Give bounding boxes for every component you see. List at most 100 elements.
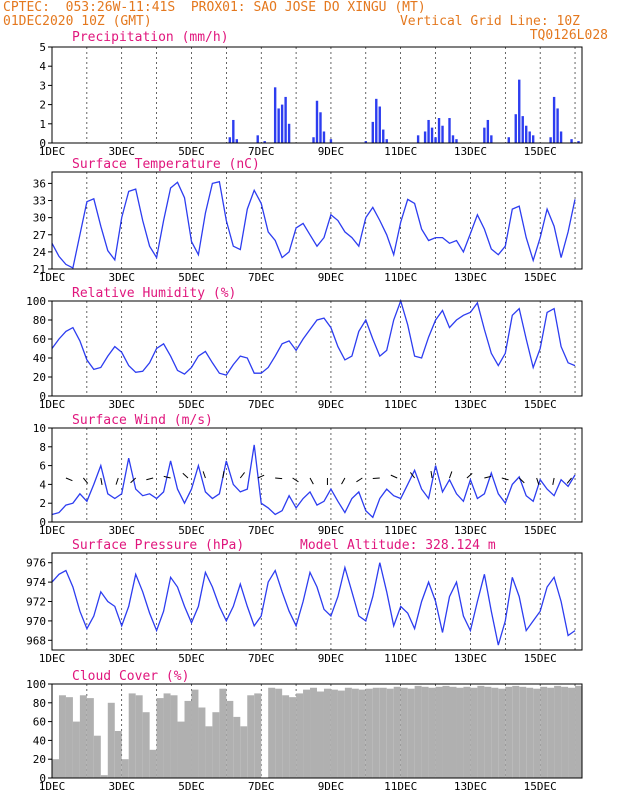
precip-bar [375, 98, 378, 143]
x-tick-label: 3DEC [108, 398, 135, 411]
precip-bar [528, 131, 531, 143]
x-tick-label: 7DEC [248, 271, 275, 284]
x-tick-label: 15DEC [524, 524, 557, 537]
precip-bar [382, 129, 385, 143]
y-tick-label: 33 [33, 195, 46, 208]
series-line-temp [51, 180, 576, 269]
wind-arrow [341, 477, 346, 485]
y-tick-label: 974 [26, 576, 46, 589]
panel-precip [48, 46, 583, 144]
precip-bar [552, 96, 556, 143]
x-tick-label: 3DEC [108, 524, 135, 537]
precip-bar [284, 96, 287, 143]
wind-arrow [100, 477, 103, 485]
precip-bar [329, 139, 333, 143]
precip-bar [556, 108, 559, 143]
x-tick-label: 11DEC [384, 398, 417, 411]
cloud-bar [561, 686, 569, 778]
cloud-bar [533, 688, 541, 778]
y-tick-label: 40 [33, 734, 46, 747]
wind-arrow [430, 471, 433, 479]
cloud-bar [289, 697, 297, 778]
cloud-bar [296, 693, 304, 778]
cloud-bar [421, 686, 429, 778]
cloud-bar [470, 687, 478, 778]
precip-bar [423, 131, 427, 143]
x-tick-label: 3DEC [108, 652, 135, 665]
cloud-bar [337, 690, 345, 778]
precip-bar [256, 135, 259, 143]
x-tick-label: 1DEC [39, 780, 66, 793]
precip-bar [263, 141, 266, 143]
precip-bar [430, 127, 434, 143]
wind-arrow [146, 477, 154, 481]
y-tick-label: 21 [33, 263, 46, 276]
precip-bar [277, 108, 280, 143]
panel-title: Precipitation (mm/h) [72, 30, 229, 45]
wind-arrow [292, 477, 299, 483]
cloud-bar [198, 707, 206, 778]
panel-title: Surface Temperature (nC) [72, 157, 260, 172]
precip-bar [441, 125, 444, 143]
cloud-bar [512, 685, 520, 778]
cloud-bar [226, 700, 234, 778]
y-tick-label: 20 [33, 371, 46, 384]
y-tick-label: 4 [39, 478, 46, 491]
y-tick-label: 100 [26, 678, 46, 691]
cloud-bar [310, 687, 317, 778]
y-tick-label: 60 [33, 716, 46, 729]
x-tick-label: 7DEC [248, 780, 275, 793]
precip-bar [525, 125, 528, 143]
precip-bar [280, 104, 284, 143]
precip-bar [312, 137, 315, 143]
series-line-wind [51, 444, 576, 519]
precip-bar [448, 118, 451, 143]
y-tick-label: 6 [39, 460, 46, 473]
cloud-bar [205, 726, 213, 778]
cloud-bar [268, 687, 276, 778]
y-tick-label: 30 [33, 212, 46, 225]
wind-arrow [275, 477, 283, 480]
cloud-bar [317, 691, 324, 778]
cloud-bar [519, 686, 527, 778]
precip-bar [549, 137, 552, 143]
cloud-bar [128, 693, 136, 778]
x-tick-label: 9DEC [318, 780, 345, 793]
cloud-bar [386, 688, 394, 778]
cloud-bar [484, 686, 492, 778]
y-tick-label: 20 [33, 753, 46, 766]
y-tick-label: 2 [39, 99, 46, 112]
x-tick-label: 1DEC [39, 145, 66, 158]
cloud-bar [414, 685, 422, 778]
cloud-bar [121, 759, 129, 778]
panel-title: Surface Pressure (hPa) [72, 538, 244, 553]
precip-bar [235, 139, 239, 143]
x-tick-label: 5DEC [178, 145, 205, 158]
panel-frame [51, 300, 583, 397]
precip-bar [437, 118, 441, 143]
cloud-bar [498, 688, 506, 778]
y-tick-label: 60 [33, 333, 46, 346]
x-tick-label: 13DEC [454, 398, 487, 411]
panel-frame [51, 171, 583, 270]
cloud-bar [254, 693, 262, 778]
x-tick-label: 5DEC [178, 780, 205, 793]
series-line-pres [51, 562, 576, 646]
cloud-bar [247, 695, 255, 778]
precip-bar [273, 87, 277, 143]
y-tick-label: 0 [39, 516, 46, 529]
cloud-bar [372, 687, 380, 778]
precip-bar [228, 137, 232, 143]
x-tick-label: 9DEC [318, 145, 345, 158]
y-tick-label: 0 [39, 772, 46, 785]
precip-bar [232, 119, 235, 143]
y-tick-label: 27 [33, 229, 46, 242]
x-tick-label: 13DEC [454, 524, 487, 537]
header-model-code: TQ0126L028 [529, 28, 608, 43]
panel-title: Relative Humidity (%) [72, 286, 236, 301]
y-tick-label: 10 [33, 422, 46, 435]
x-tick-label: 1DEC [39, 271, 66, 284]
x-tick-label: 15DEC [524, 780, 557, 793]
cloud-bar [344, 687, 352, 778]
cloud-bar [282, 695, 290, 778]
